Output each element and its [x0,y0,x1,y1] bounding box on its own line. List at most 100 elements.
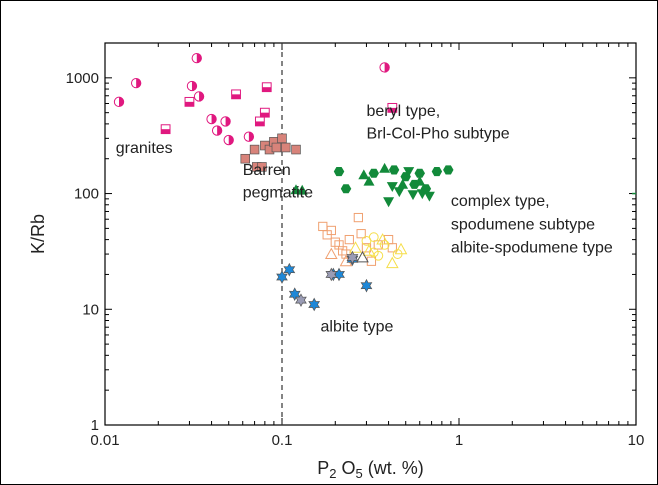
annotation-label: granites [116,140,173,157]
x-axis-label-part: P [317,458,329,478]
x-axis-label-part: O [337,458,356,478]
data-point [337,246,348,256]
data-point [379,162,391,173]
data-point [308,297,321,312]
y-tick-label: 10 [82,301,99,318]
plot-border [104,42,637,426]
axis-labels: K/Rb P2 O5 (wt. %) [28,214,424,481]
x-tick-label: 0.1 [272,432,293,449]
data-point [276,270,288,284]
data-point [356,229,366,239]
x-tick-label: 0.01 [90,432,119,449]
data-point [271,142,282,153]
data-point [257,162,267,172]
data-point [288,287,301,301]
x-axis-label-part: 5 [356,466,363,481]
data-point [356,250,369,263]
data-point [346,250,359,265]
data-point [416,189,428,200]
data-point-fill [185,101,194,107]
annotation-label: complex type, [451,193,550,210]
data-point [414,175,426,186]
data-point-fill [217,125,222,136]
data-point [423,191,435,202]
data-point-fill [228,135,234,145]
data-point-fill [191,81,197,91]
data-point [283,262,296,277]
data-point [334,240,344,250]
data-point [362,244,376,256]
data-point [368,168,379,178]
data-point-fill [248,132,254,142]
annotation-label: Brl-Col-Pho subtype [366,125,509,142]
data-point [291,144,301,155]
data-point [295,293,307,307]
annotation-label: beryl type, [366,103,440,120]
data-point [341,249,351,259]
data-point [373,250,384,261]
data-point [324,247,338,259]
data-point [373,240,383,250]
annotation-label: spodumene subtype [451,216,595,233]
data-point-fill [211,114,217,124]
data-point [397,178,409,189]
data-point [281,142,291,153]
data-point [363,175,375,186]
data-point [340,184,352,194]
data-point [358,169,370,180]
data-point [333,267,345,282]
data-point [240,153,251,164]
data-point-fill [262,87,272,92]
data-point [325,267,338,282]
data-point-fill [384,62,390,73]
data-point [353,212,363,223]
data-point [349,241,362,253]
data-point-fill [119,97,124,107]
data-point [383,197,395,208]
data-point [388,165,400,175]
data-point [333,167,345,177]
data-point [326,225,336,236]
data-point [344,234,354,245]
data-point [296,184,308,195]
data-point [394,242,408,255]
data-point [249,144,260,155]
annotation-label: albite type [320,319,393,336]
data-point [360,278,373,293]
annotation-label: Barren [243,162,291,179]
x-tick-label: 1 [455,432,463,449]
data-point [414,168,425,178]
data-point-fill [260,112,270,118]
data-point-fill [387,107,397,113]
x-axis-label-part: 2 [329,466,336,481]
data-point [318,221,328,232]
data-point [386,182,398,192]
annotation-label: albite-spodumene type [451,239,613,256]
data-point-fill [255,121,265,126]
x-tick-label: 10 [628,432,645,449]
data-point [431,167,443,177]
data-point-fill [196,53,202,63]
axis-ticks: 0.01 0.1 1 10 1 10 100 1000 [66,42,645,449]
y-tick-label: 1000 [66,70,99,87]
y-tick-label: 1 [91,417,99,434]
plot-area [104,42,637,426]
data-point [368,232,379,243]
x-axis-label-part: (wt. %) [363,458,424,478]
data-point [407,190,419,201]
data-point [277,133,287,144]
data-point [403,167,415,177]
data-point [376,233,389,245]
data-point [443,165,454,175]
data-point [393,187,405,198]
x-axis-label: P2 O5 (wt. %) [317,458,424,481]
annotations: granites Barren pegmatite beryl type, Brl-Co… [116,103,613,336]
data-point [379,240,390,250]
data-point-fill [136,78,141,88]
y-axis-label: K/Rb [28,214,48,254]
data-point [385,256,399,269]
data-point-fill [231,94,241,99]
data-marks [113,52,636,312]
data-point-fill [199,91,204,102]
